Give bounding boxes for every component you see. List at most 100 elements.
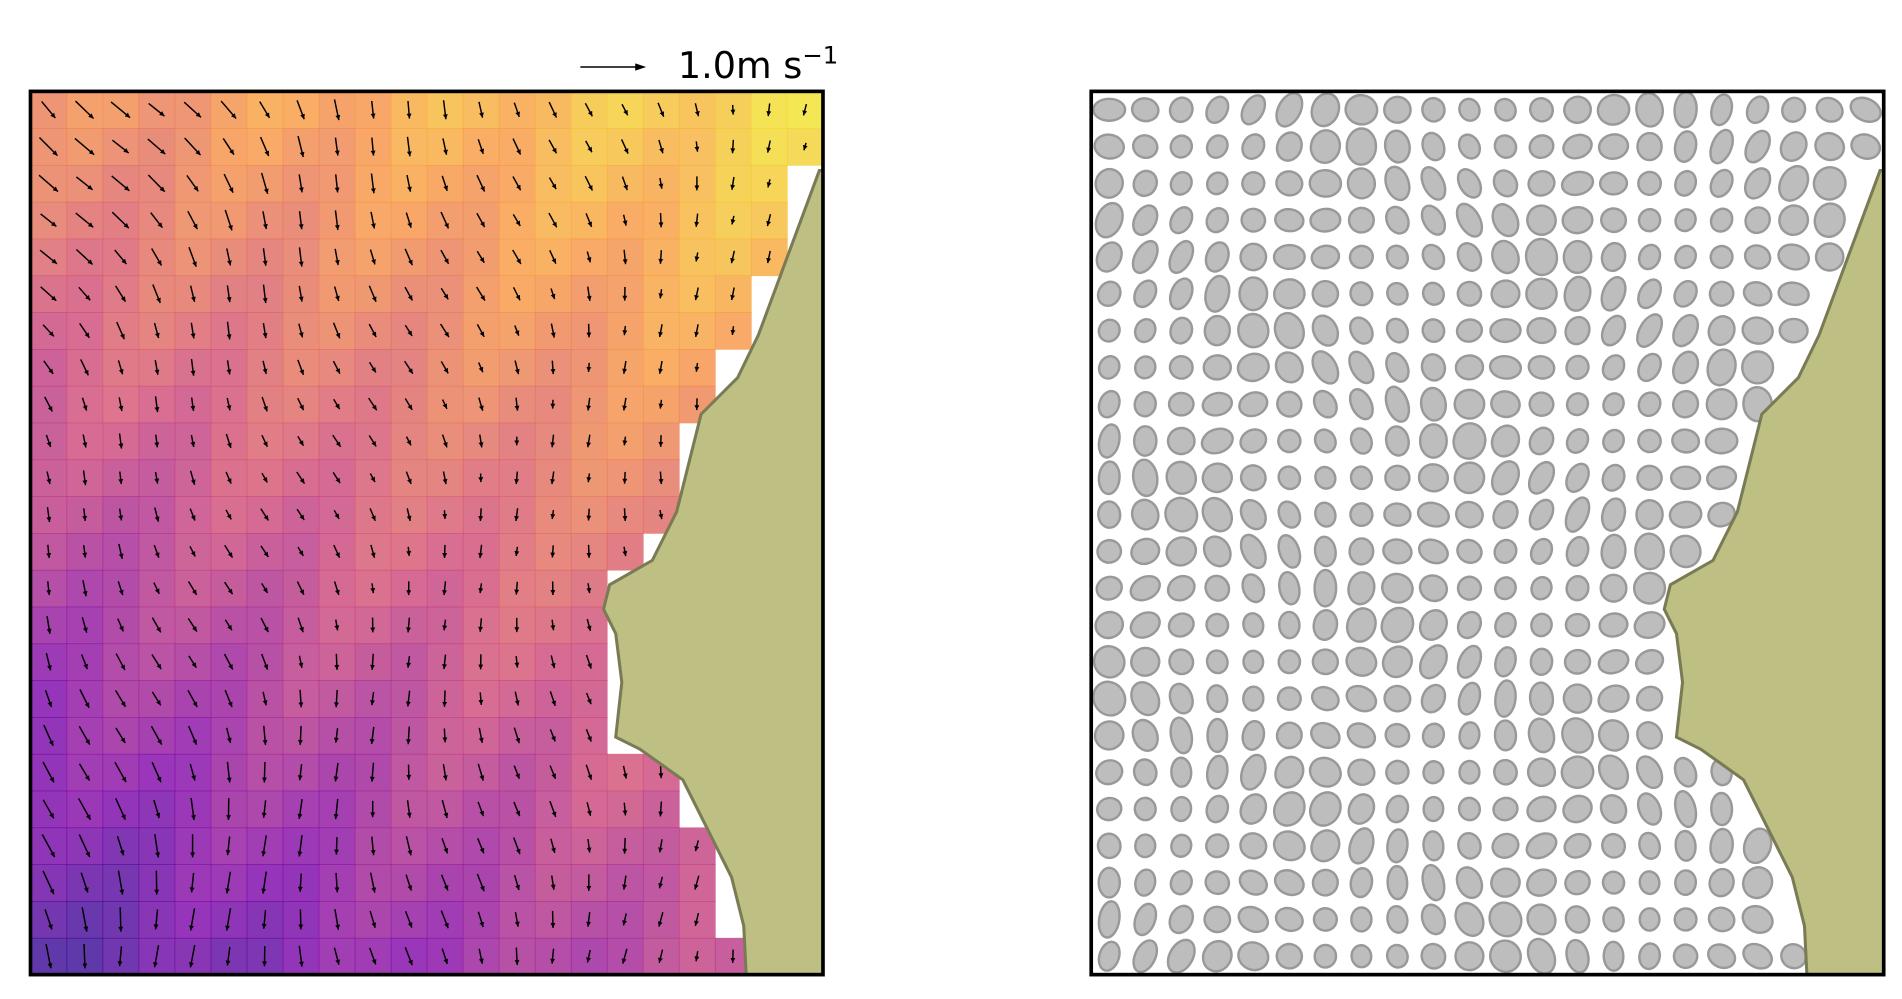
ellipse [1093, 133, 1126, 160]
ellipse [1636, 131, 1663, 162]
ellipse [1094, 610, 1125, 640]
ellipse [1493, 758, 1518, 786]
arrow-head [120, 664, 125, 671]
ellipse [1131, 718, 1159, 752]
arrow-head [622, 368, 628, 374]
ellipse [1526, 937, 1557, 975]
arrow-head [335, 441, 341, 447]
ellipse [1383, 129, 1411, 164]
ellipse [1709, 244, 1734, 270]
ellipse [1239, 464, 1267, 492]
ellipse [1094, 201, 1124, 239]
arrow-head [444, 331, 449, 338]
arrow-head [297, 886, 303, 892]
ellipse [1383, 684, 1412, 713]
ellipse [1242, 685, 1265, 712]
ellipse [1134, 868, 1157, 897]
arrow-head [298, 224, 304, 230]
arrow-head [262, 777, 267, 783]
ellipse [1129, 574, 1161, 602]
arrow-head [371, 922, 377, 928]
ellipse [1490, 390, 1521, 419]
ellipse [1167, 612, 1195, 638]
arrow-head [550, 293, 556, 300]
arrow-head [298, 187, 304, 193]
ellipse [1674, 244, 1698, 270]
arrow-head [369, 776, 375, 782]
ellipse [1132, 758, 1158, 787]
ellipse [1421, 131, 1446, 162]
ellipse [1277, 500, 1302, 529]
ellipse [1385, 244, 1410, 270]
ellipse [1347, 793, 1376, 825]
ellipse [1458, 721, 1481, 750]
arrow-head [188, 962, 194, 968]
arrow-head [154, 406, 160, 413]
ellipse [1095, 759, 1124, 786]
arrow-head [622, 405, 628, 411]
ellipse [1204, 870, 1231, 896]
ellipse [1237, 941, 1270, 972]
ellipse [1170, 833, 1193, 858]
arrow-head [479, 331, 485, 337]
arrow-head [694, 221, 700, 227]
arrow-head [622, 295, 628, 301]
ellipse [1491, 203, 1520, 238]
arrow-head [516, 149, 521, 155]
ellipse [1565, 535, 1590, 567]
arrow-head [262, 332, 268, 339]
ellipse [1418, 609, 1448, 641]
arrow-head [48, 368, 54, 374]
ellipse [1597, 133, 1630, 160]
ellipse [1386, 281, 1409, 306]
arrow-head [406, 550, 412, 556]
arrow-head [190, 479, 196, 485]
ellipse [1272, 830, 1306, 862]
arrow-head [586, 366, 592, 372]
ellipse [1314, 465, 1337, 490]
arrow-head [50, 851, 55, 858]
arrow-head [766, 257, 772, 264]
arrow-head [515, 220, 521, 226]
ellipse [1385, 794, 1410, 824]
ellipse [1242, 649, 1265, 674]
arrow-head [622, 330, 628, 336]
ellipse [1778, 164, 1810, 202]
ellipse [1493, 719, 1518, 752]
arrow-head [406, 774, 412, 780]
arrow-head [443, 885, 449, 891]
ellipse [1634, 648, 1665, 675]
arrow-head [658, 403, 664, 409]
arrow-head [550, 625, 556, 631]
ellipse [1168, 648, 1195, 676]
ellipse [1417, 538, 1449, 565]
ellipse [1674, 169, 1698, 197]
ellipse [1421, 281, 1445, 306]
ellipse [1384, 722, 1411, 748]
arrow-head [85, 814, 91, 820]
ellipse [1274, 755, 1305, 789]
ellipse [1850, 133, 1882, 160]
arrow-head [123, 148, 129, 154]
ellipse [1812, 166, 1847, 201]
arrow-head [333, 737, 339, 743]
ellipse [1638, 907, 1661, 932]
arrow-head [478, 699, 484, 705]
ellipse [1526, 757, 1557, 788]
ellipse [1204, 274, 1231, 313]
ellipse [1350, 944, 1373, 969]
ellipse [1134, 833, 1157, 859]
arrow-head [190, 515, 196, 521]
arrow-head [156, 663, 162, 670]
arrow-head [658, 847, 663, 853]
arrow-head [658, 331, 663, 337]
ellipse [1383, 95, 1412, 124]
arrow-head [586, 957, 591, 963]
arrow-head [335, 589, 340, 595]
ellipse [1311, 314, 1340, 347]
ellipse [1708, 280, 1735, 307]
arrow-head [405, 701, 411, 707]
ellipse [1637, 352, 1662, 383]
ellipse [1205, 207, 1230, 234]
arrow-head [478, 626, 484, 632]
